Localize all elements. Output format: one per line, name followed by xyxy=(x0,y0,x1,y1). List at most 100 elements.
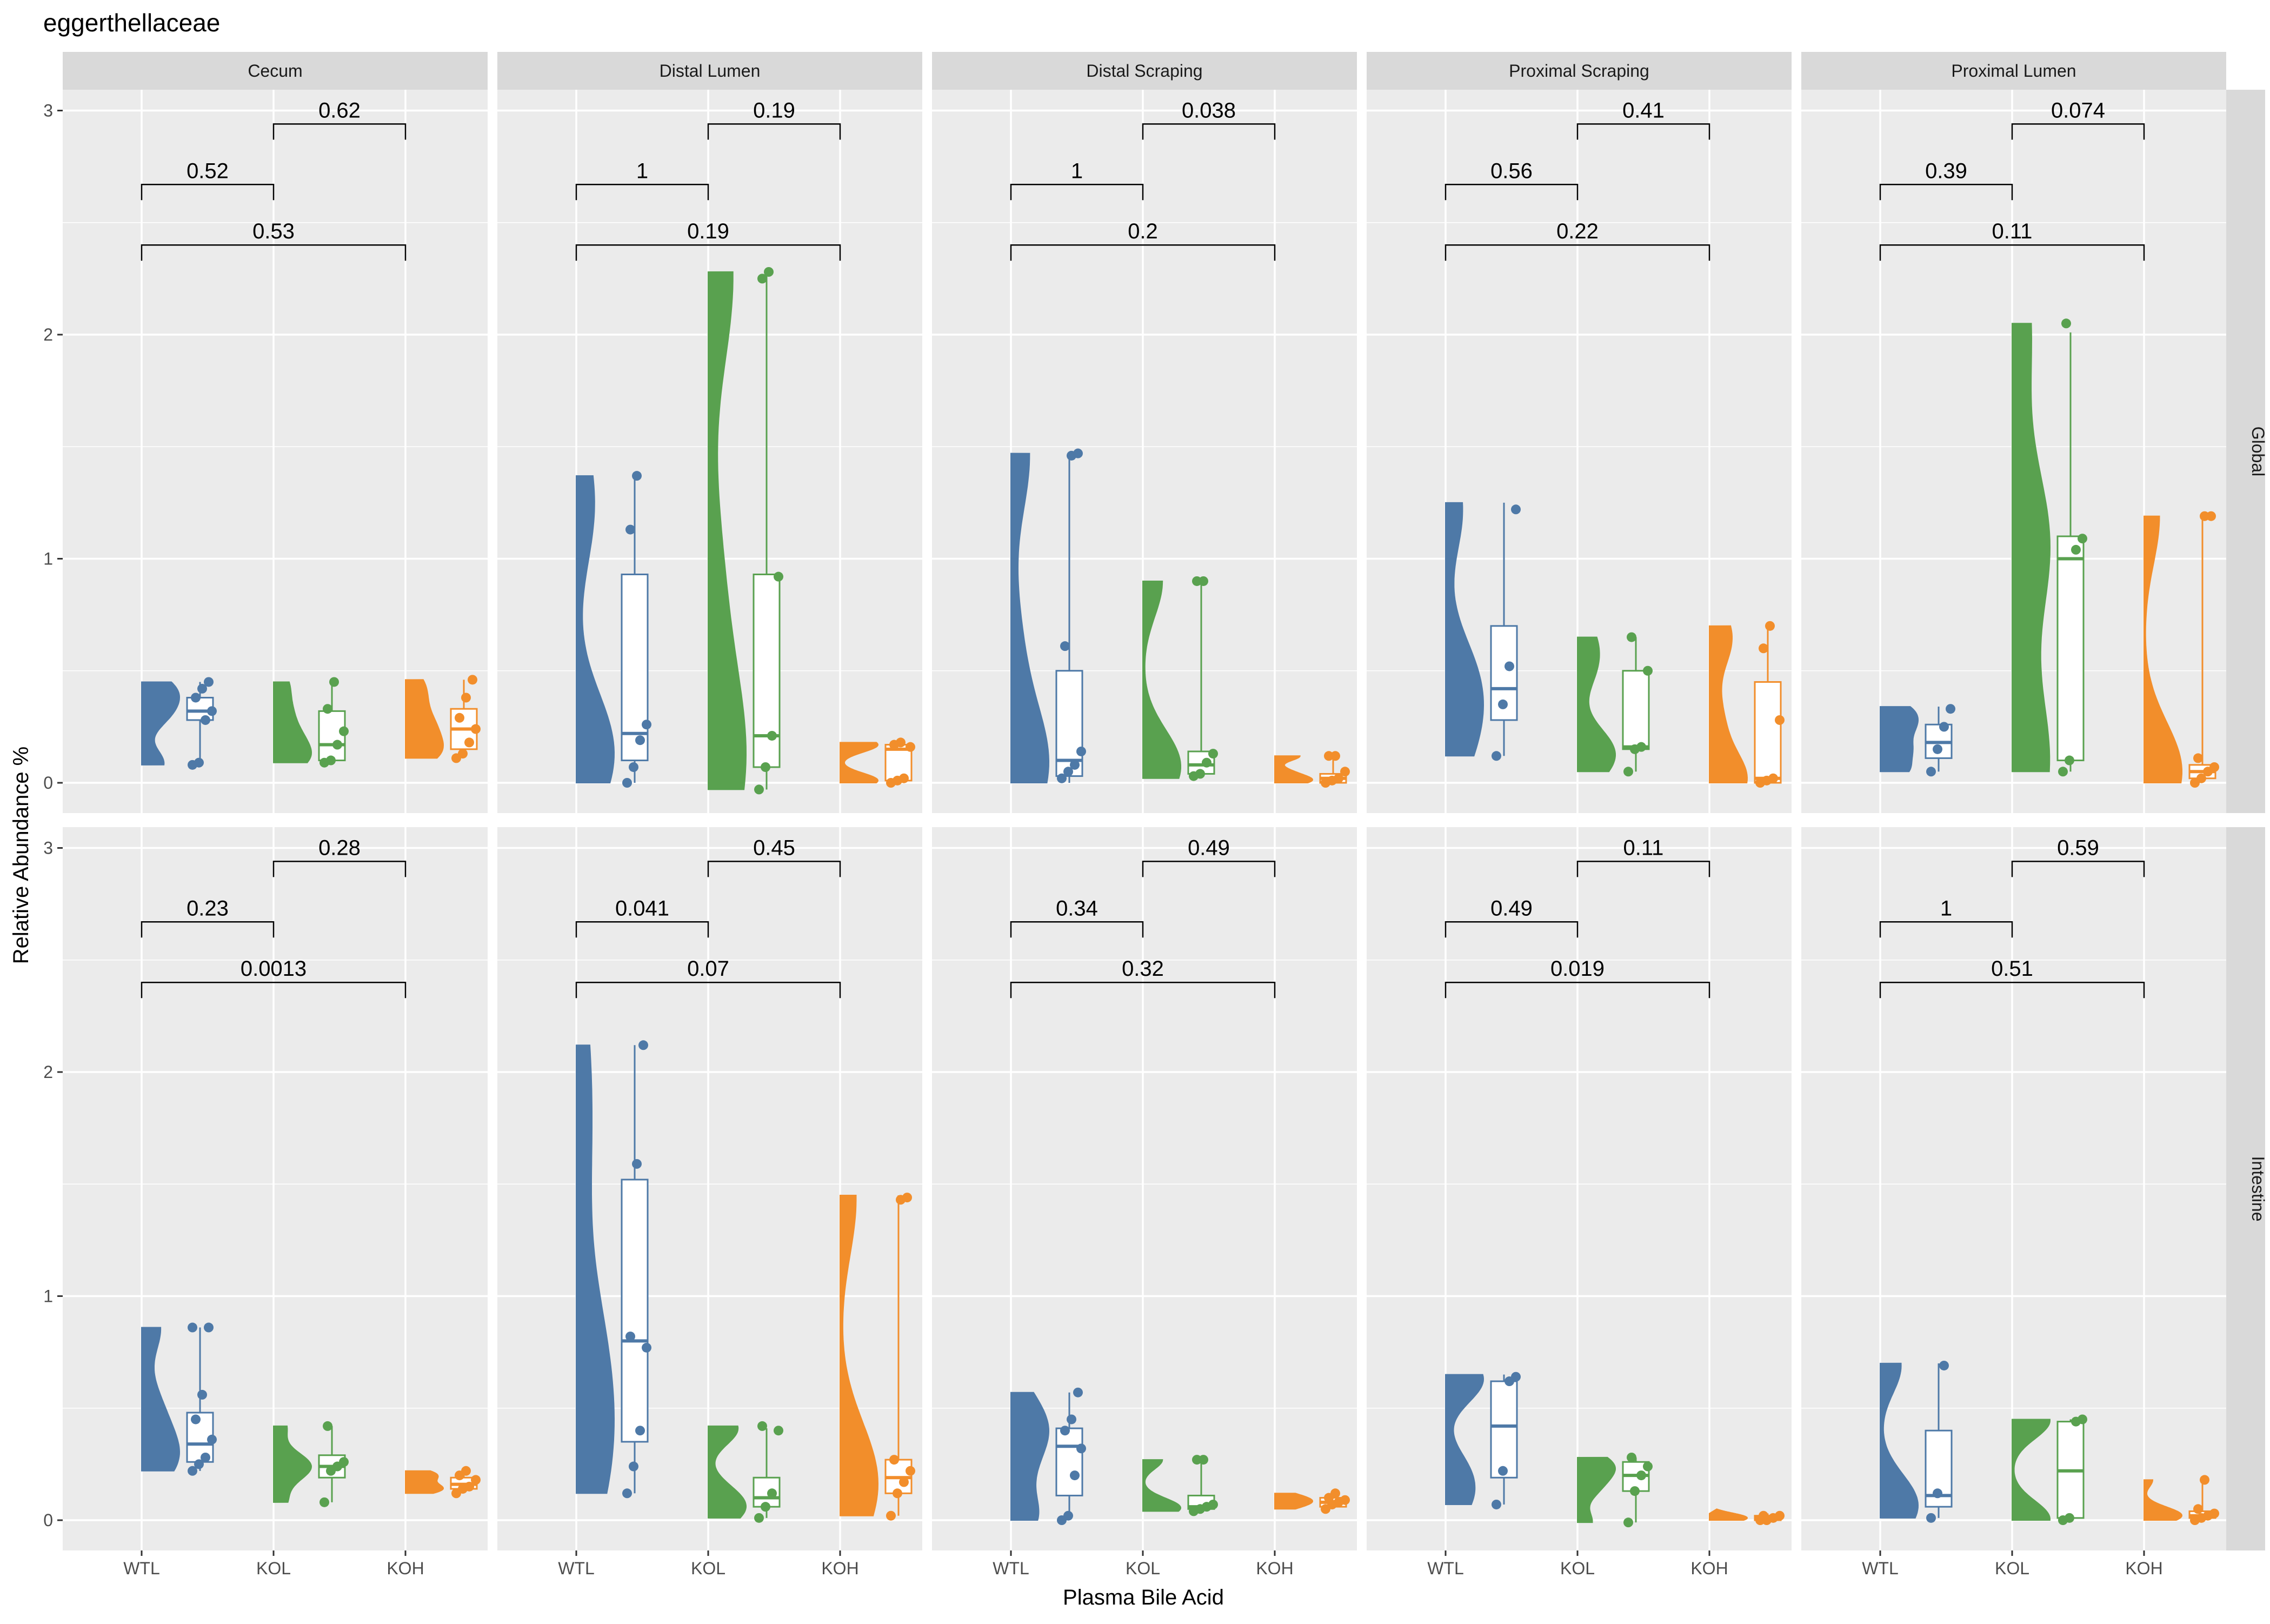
x-tick-label: KOL xyxy=(1126,1559,1160,1578)
data-point-wtl xyxy=(1511,504,1521,515)
column-strip xyxy=(932,52,1357,90)
data-point-kol xyxy=(1643,665,1653,676)
data-point-wtl xyxy=(629,1461,638,1472)
density-wtl xyxy=(1880,706,1919,773)
column-strip xyxy=(497,52,922,90)
p-value-label: 0.56 xyxy=(1490,159,1533,183)
data-point-koh xyxy=(1340,767,1350,777)
p-value-label: 0.34 xyxy=(1056,896,1098,920)
density-koh xyxy=(405,679,444,759)
x-tick-label: KOH xyxy=(1256,1559,1293,1578)
density-kol xyxy=(708,1425,747,1519)
density-koh xyxy=(405,1470,444,1494)
box-wtl xyxy=(621,1179,649,1443)
significance-bracket xyxy=(575,244,841,261)
y-tick-label: 0 xyxy=(43,773,53,793)
significance-bracket xyxy=(1444,981,1710,999)
data-point-koh xyxy=(468,675,477,685)
data-point-wtl xyxy=(1939,1360,1949,1370)
p-value-label: 0.11 xyxy=(1623,836,1664,860)
data-point-wtl xyxy=(1946,704,1955,714)
p-value-label: 0.62 xyxy=(318,98,361,122)
data-point-kol xyxy=(319,1497,329,1507)
data-point-kol xyxy=(1208,749,1218,759)
data-point-kol xyxy=(754,1513,764,1523)
data-point-kol xyxy=(2078,534,2087,544)
density-wtl xyxy=(576,475,615,783)
data-point-koh xyxy=(896,737,906,748)
data-point-koh xyxy=(899,773,909,783)
density-wtl xyxy=(141,681,181,766)
column-strip-label: Proximal Scraping xyxy=(1509,61,1649,81)
data-point-wtl xyxy=(1060,641,1070,651)
data-point-kol xyxy=(761,1502,770,1512)
box-wtl xyxy=(621,574,649,762)
p-value-label: 0.07 xyxy=(687,957,729,981)
p-value-label: 0.23 xyxy=(187,896,229,920)
data-point-wtl xyxy=(629,762,638,772)
data-point-wtl xyxy=(632,471,642,481)
data-point-wtl xyxy=(1926,1513,1936,1523)
data-point-koh xyxy=(1759,1510,1768,1521)
significance-bracket xyxy=(1444,184,1579,201)
y-tick-label: 2 xyxy=(43,325,53,344)
panel-intestine-proximal-scraping: 0.49 0.11 0.019 xyxy=(1367,827,1792,1550)
data-point-wtl xyxy=(635,735,645,746)
data-point-wtl xyxy=(197,683,207,694)
density-koh xyxy=(2143,1479,2183,1521)
p-value-label: 0.019 xyxy=(1550,957,1605,981)
data-point-wtl xyxy=(204,677,214,687)
data-point-wtl xyxy=(1076,1443,1086,1454)
data-point-wtl xyxy=(1057,773,1067,783)
box-kol xyxy=(2056,535,2085,762)
data-point-koh xyxy=(2193,1504,2203,1514)
significance-bracket xyxy=(2011,123,2145,140)
row-strip xyxy=(2226,90,2265,813)
significance-bracket xyxy=(1576,861,1710,877)
density-kol xyxy=(1142,580,1181,779)
density-wtl xyxy=(1445,502,1485,757)
data-point-kol xyxy=(1627,1452,1636,1462)
p-value-label: 0.11 xyxy=(1992,219,2033,243)
density-kol xyxy=(1142,1459,1182,1512)
y-tick-label: 1 xyxy=(43,1287,53,1306)
p-value-label: 0.49 xyxy=(1188,836,1230,860)
y-tick-label: 2 xyxy=(43,1062,53,1082)
x-tick-label: KOH xyxy=(1690,1559,1728,1578)
significance-bracket xyxy=(1879,244,2145,261)
panel-intestine-distal-lumen: 0.041 0.45 0.07 xyxy=(497,827,922,1550)
p-value-label: 0.45 xyxy=(753,836,795,860)
data-point-koh xyxy=(471,1475,481,1485)
panel-global-proximal-lumen: 0.39 0.074 0.11 xyxy=(1801,90,2226,813)
data-point-wtl xyxy=(642,1342,651,1353)
data-point-kol xyxy=(2078,1414,2087,1425)
p-value-label: 0.28 xyxy=(318,836,361,860)
column-strip xyxy=(1801,52,2226,90)
p-value-label: 0.39 xyxy=(1925,159,1967,183)
data-point-kol xyxy=(2071,544,2081,555)
data-point-wtl xyxy=(1076,746,1086,756)
data-point-kol xyxy=(761,762,770,772)
p-value-label: 0.59 xyxy=(2057,836,2099,860)
data-point-kol xyxy=(339,726,349,736)
data-point-wtl xyxy=(191,1414,201,1425)
x-tick-label: KOH xyxy=(387,1559,424,1578)
x-tick-label: KOL xyxy=(1995,1559,2029,1578)
box-kol xyxy=(1622,670,1650,750)
data-point-kol xyxy=(2058,767,2068,777)
data-point-koh xyxy=(893,1488,902,1499)
significance-bracket xyxy=(575,981,841,999)
density-kol xyxy=(1577,1456,1616,1523)
density-koh xyxy=(1274,1493,1313,1510)
data-point-koh xyxy=(461,1466,471,1476)
data-point-kol xyxy=(2065,755,2074,766)
data-point-kol xyxy=(2065,1513,2074,1523)
p-value-label: 1 xyxy=(636,159,648,183)
data-point-koh xyxy=(471,724,481,734)
p-value-label: 0.53 xyxy=(252,219,295,243)
data-point-wtl xyxy=(1070,1470,1080,1481)
panel-background xyxy=(1367,827,1792,1550)
data-point-wtl xyxy=(197,1389,207,1400)
